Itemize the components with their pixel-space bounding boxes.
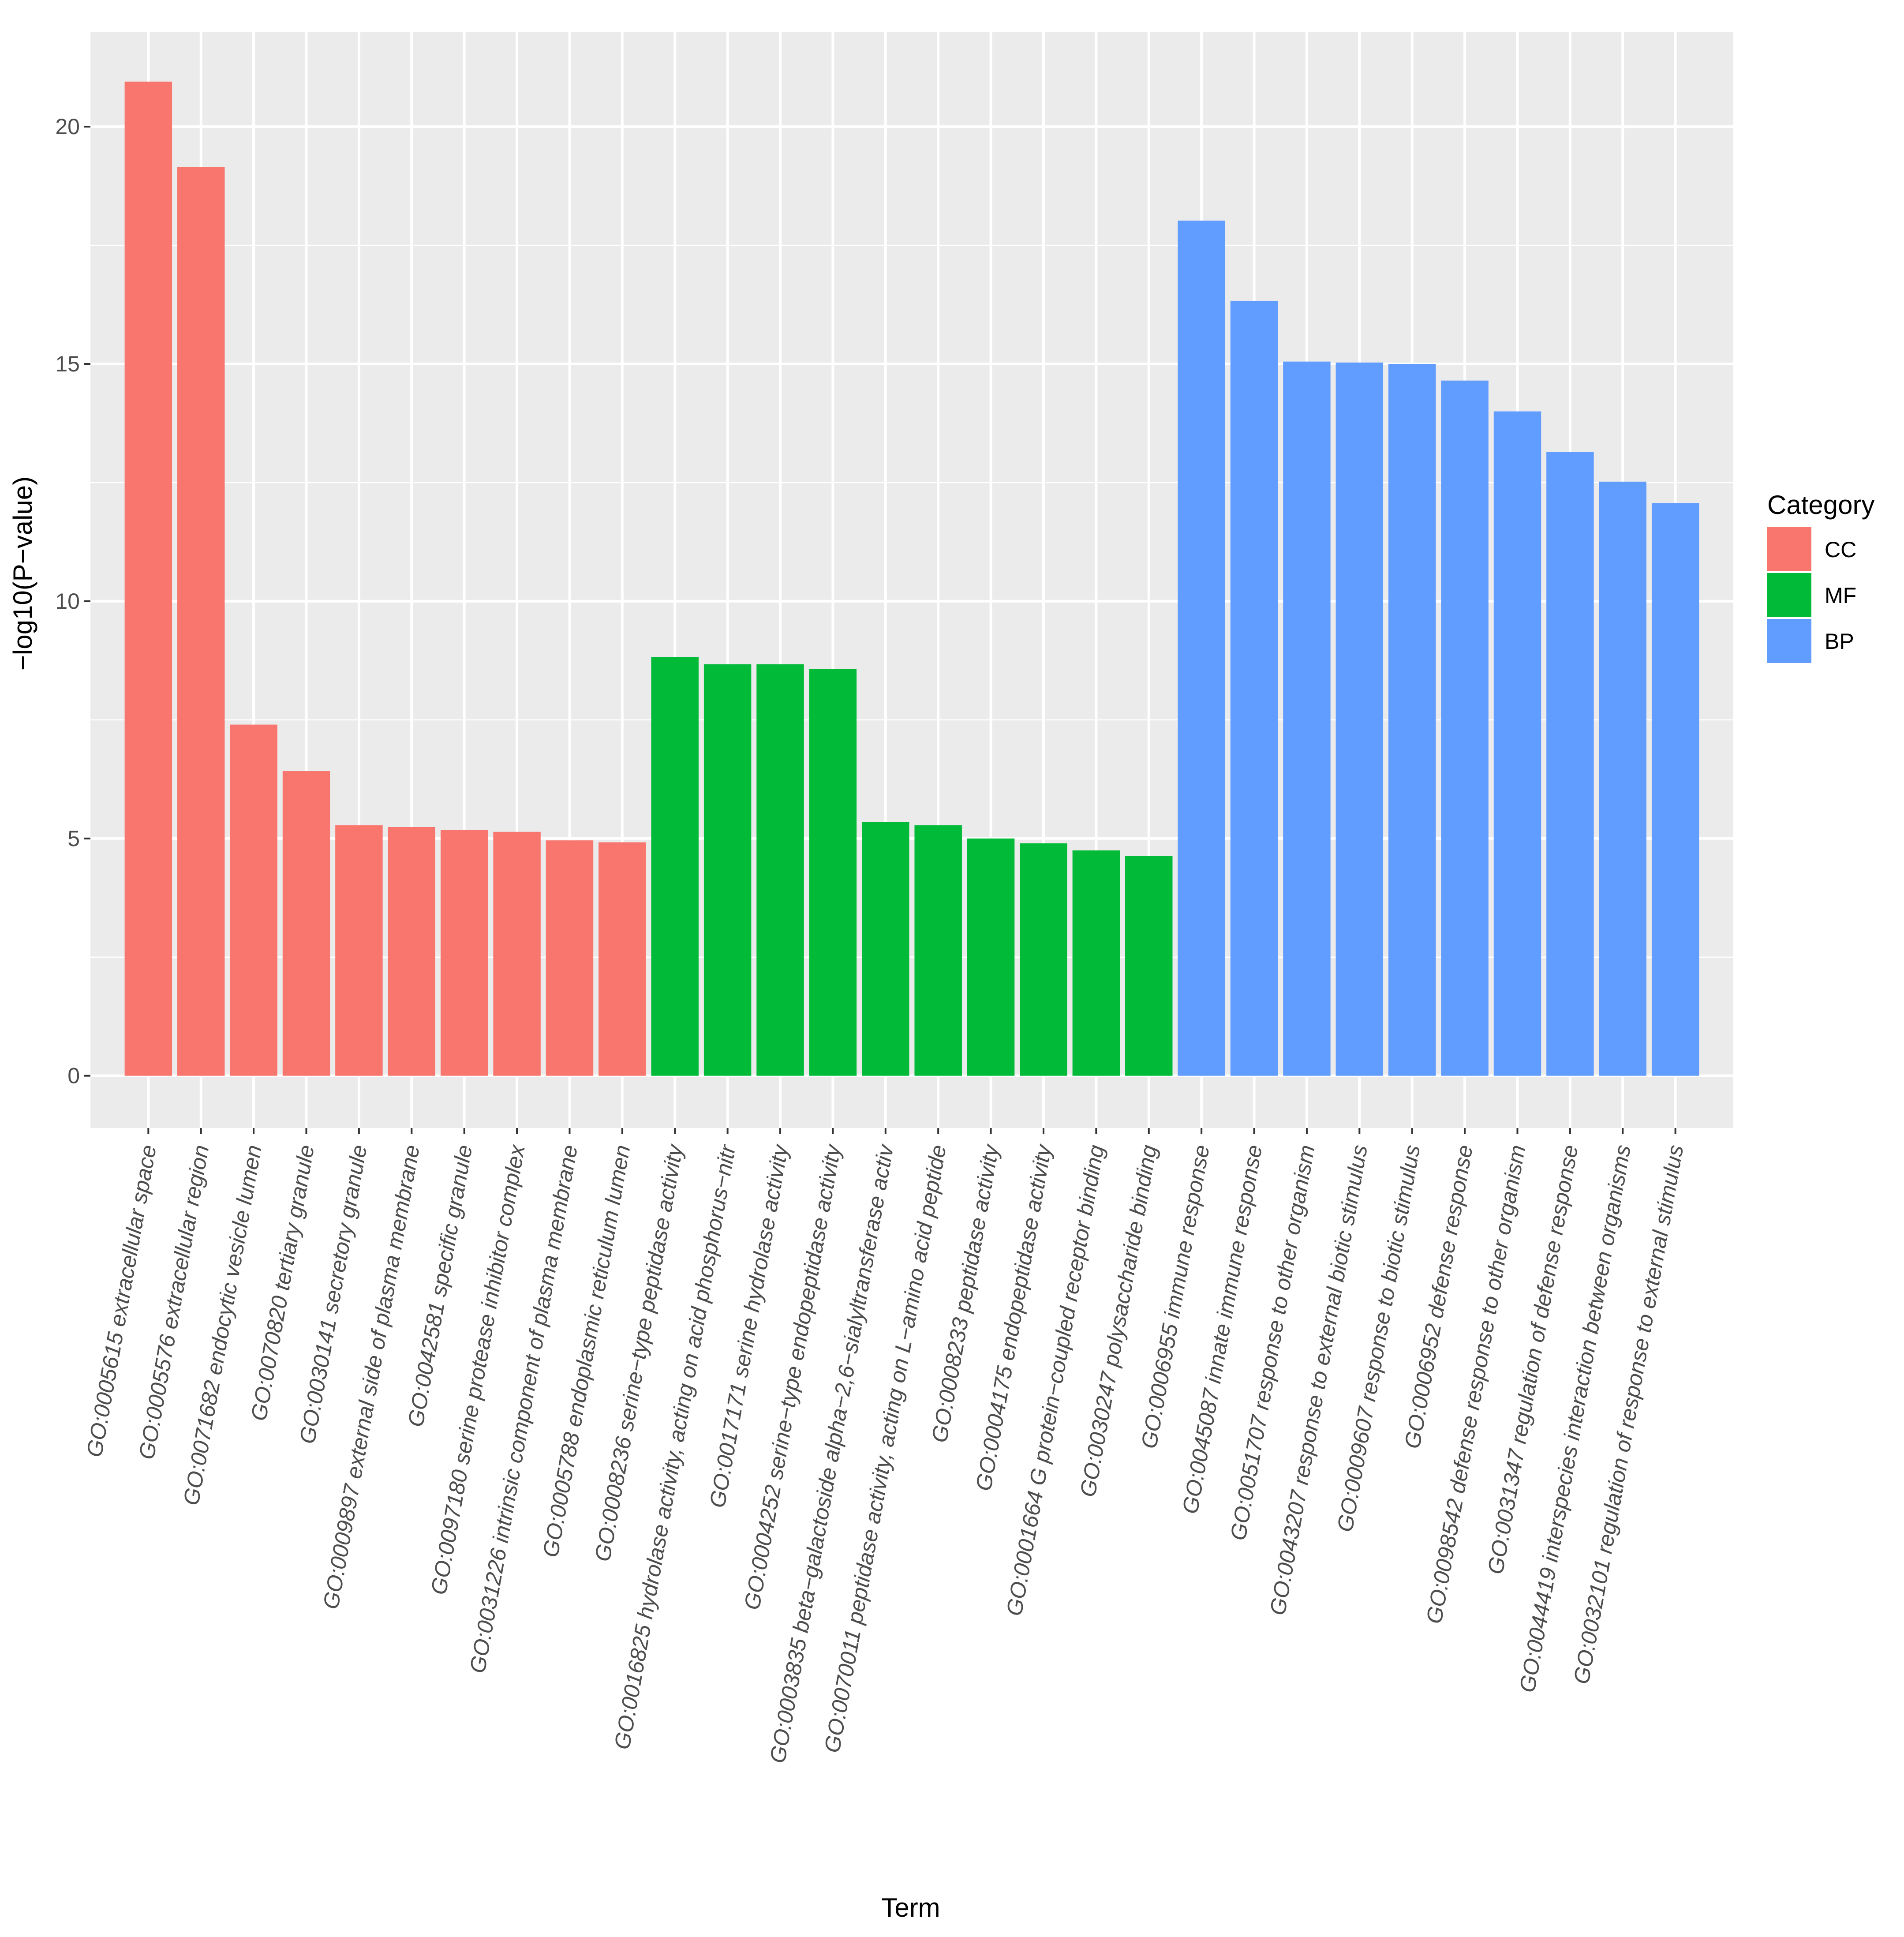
bar-mf-14 [809,669,857,1076]
bar-cc-6 [388,827,436,1076]
bar-cc-5 [335,825,383,1076]
bar-mf-20 [1125,856,1173,1076]
legend-label-bp: BP [1825,629,1854,654]
bar-bp-25 [1388,364,1436,1076]
bar-bp-27 [1493,411,1541,1076]
bar-mf-16 [914,825,962,1076]
bar-mf-17 [967,838,1015,1076]
x-axis-title: Term [881,1893,940,1922]
bar-cc-10 [599,842,646,1076]
legend-label-mf: MF [1825,583,1856,608]
legend-key-mf [1767,573,1811,617]
bar-bp-29 [1599,481,1647,1076]
bar-mf-11 [651,657,699,1076]
bar-mf-15 [862,822,909,1076]
bar-mf-13 [756,664,804,1076]
bar-cc-3 [230,724,277,1076]
bar-cc-7 [440,830,488,1076]
legend: Category CC MF BP [1767,490,1874,663]
bars-group [124,81,1699,1076]
legend-label-cc: CC [1825,537,1856,562]
bar-mf-18 [1020,843,1067,1076]
legend-title: Category [1767,490,1874,520]
bar-bp-23 [1283,361,1331,1076]
bar-cc-2 [177,167,225,1076]
bar-cc-9 [546,840,594,1076]
y-axis-title: −log10(P−value) [8,476,37,671]
bar-bp-24 [1335,362,1384,1076]
bar-bp-30 [1651,503,1699,1076]
bar-cc-8 [493,832,541,1076]
bar-mf-12 [703,664,752,1076]
bar-bp-22 [1230,300,1278,1076]
bar-bp-26 [1441,380,1489,1076]
y-axis: 0 5 10 15 20 [55,114,90,1088]
bar-bp-21 [1178,221,1225,1076]
y-tick-label: 15 [55,352,80,376]
y-tick-label: 10 [55,589,80,614]
bar-cc-1 [124,81,172,1076]
bar-bp-28 [1546,452,1594,1076]
legend-key-bp [1767,619,1811,663]
y-tick-label: 5 [67,826,80,851]
bar-mf-19 [1072,850,1120,1076]
y-tick-label: 20 [55,114,80,139]
y-tick-label: 0 [67,1064,80,1088]
bar-cc-4 [282,771,330,1076]
legend-key-cc [1767,527,1811,571]
